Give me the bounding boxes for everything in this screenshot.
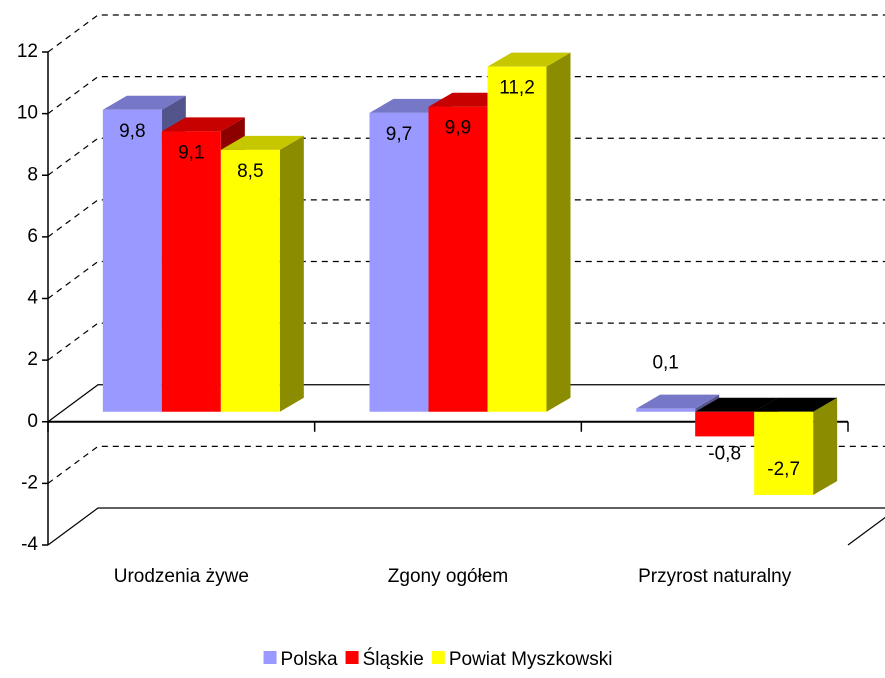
x-tick-label: Urodzenia żywe <box>114 566 249 587</box>
bar <box>754 411 814 495</box>
bar <box>487 66 547 412</box>
value-label: 8,5 <box>237 161 263 182</box>
legend-swatch <box>345 651 359 664</box>
bar <box>636 408 696 412</box>
bar-side <box>279 135 304 412</box>
grid-line <box>47 137 885 176</box>
bar <box>369 112 429 412</box>
y-tick-label: 10 <box>17 103 38 124</box>
x-tick-label: Zgony ogółem <box>388 566 508 587</box>
legend-label: Powiat Myszkowski <box>449 649 613 670</box>
bar-top <box>695 397 779 412</box>
legend-label: Polska <box>281 649 338 670</box>
y-tick-label: 6 <box>27 226 38 247</box>
bar-top <box>487 52 571 67</box>
bar-side <box>546 52 571 412</box>
grid-line <box>47 507 885 546</box>
value-label: 11,2 <box>499 78 535 99</box>
y-tick-label: -2 <box>21 472 38 493</box>
value-label: 9,7 <box>386 124 412 145</box>
bar-top <box>102 95 186 110</box>
floor-edge <box>847 516 885 546</box>
value-label: -0,8 <box>708 443 741 464</box>
bar <box>220 149 280 412</box>
y-tick-label: 4 <box>27 288 38 309</box>
value-label: 9,8 <box>119 121 145 142</box>
value-label: 9,9 <box>445 118 471 139</box>
value-label: 0,1 <box>652 353 678 374</box>
grid-line <box>47 76 885 115</box>
value-label: 9,1 <box>178 142 204 163</box>
y-tick-label: 2 <box>27 349 38 370</box>
grid-line <box>47 260 885 299</box>
bar-top <box>161 117 245 132</box>
bar-side <box>695 394 720 412</box>
legend-swatch <box>263 651 277 664</box>
grid-line <box>47 384 885 423</box>
grid-line <box>47 14 885 53</box>
bar-top <box>220 135 304 150</box>
bar-side <box>813 397 838 495</box>
bar-top <box>754 397 838 412</box>
bar <box>695 411 755 437</box>
bar <box>428 106 488 412</box>
y-tick-label: 12 <box>17 41 38 62</box>
bar <box>102 109 162 412</box>
value-label: -2,7 <box>767 459 800 480</box>
bar <box>161 131 221 412</box>
grid-line <box>47 445 885 484</box>
y-tick-label: 0 <box>27 411 38 432</box>
x-tick-label: Przyrost naturalny <box>638 566 792 587</box>
y-tick-label: 8 <box>27 164 38 185</box>
legend-label: Śląskie <box>363 648 424 670</box>
bar-top <box>636 394 720 409</box>
grid-line <box>47 199 885 238</box>
grid-line <box>47 322 885 361</box>
legend-swatch <box>431 651 445 664</box>
y-tick-label: -4 <box>21 534 38 555</box>
